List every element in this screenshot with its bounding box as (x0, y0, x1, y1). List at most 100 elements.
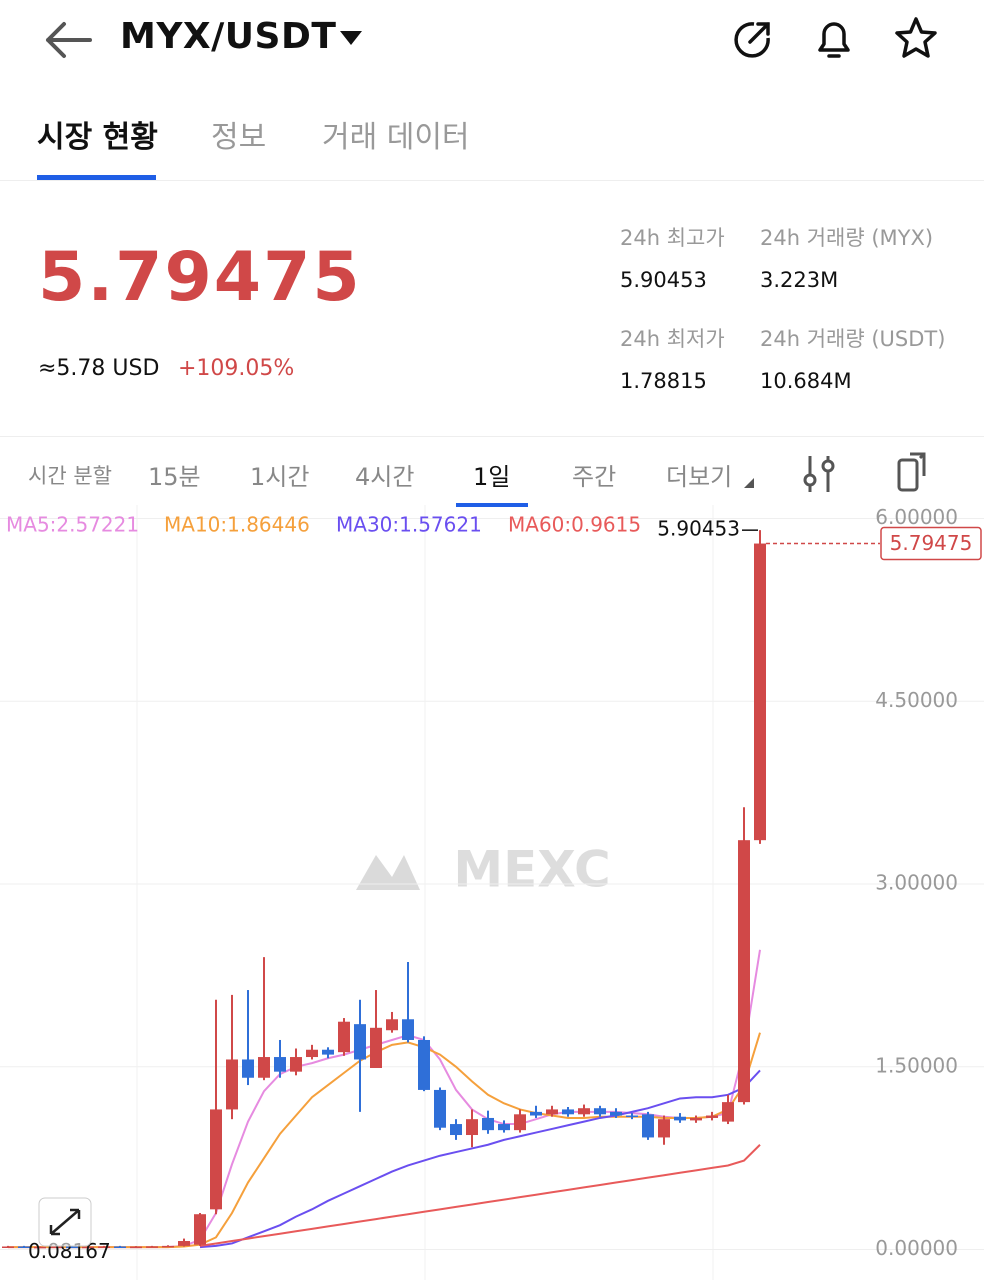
favorite-icon[interactable] (890, 14, 942, 64)
last-price-tag (880, 526, 982, 561)
candle-body (754, 543, 766, 841)
candle-body (610, 1111, 622, 1116)
candle-body (578, 1108, 590, 1115)
candle-body (626, 1115, 638, 1118)
pair-title[interactable]: MYX/USDT (120, 16, 337, 57)
candle-body (322, 1049, 334, 1055)
indicator-settings-icon[interactable] (800, 452, 840, 496)
candle-body (194, 1214, 206, 1245)
pair-dropdown[interactable] (338, 28, 364, 48)
ma-line (8, 1032, 761, 1249)
candle-body (34, 1246, 46, 1249)
interval-tab[interactable]: 주간 (572, 463, 617, 491)
candle-body (258, 1057, 270, 1078)
ma-line (199, 1144, 761, 1247)
stat-label: 24h 거래량 (USDT) (760, 327, 946, 351)
candle-body (130, 1246, 142, 1249)
candle-body (354, 1024, 366, 1060)
candle-body (210, 1109, 222, 1210)
last-price: 5.79475 (38, 238, 362, 317)
candle-body (370, 1027, 382, 1069)
interval-tab[interactable]: 4시간 (355, 463, 415, 491)
high-label: 5.90453 (657, 517, 740, 541)
more-caret (744, 478, 754, 488)
candle-body (434, 1089, 446, 1128)
candle-body (226, 1059, 238, 1110)
candle-body (674, 1116, 686, 1121)
candle-body (722, 1102, 734, 1122)
interval-tab[interactable]: 1일 (473, 463, 511, 491)
ma-legend: MA5:2.57221 (6, 513, 139, 537)
candle-body (386, 1019, 398, 1031)
candle-body (338, 1021, 350, 1053)
stat-value: 3.223M (760, 268, 839, 292)
change-percent: +109.05% (178, 356, 295, 381)
watermark: MEXC (453, 841, 610, 899)
y-tick-label: 1.50000 (875, 1053, 958, 1077)
y-tick-label: 0.00000 (875, 1236, 958, 1260)
candle-body (690, 1117, 702, 1121)
ma-legend: MA30:1.57621 (336, 513, 482, 537)
candle-body (514, 1114, 526, 1131)
candle-body (50, 1246, 62, 1249)
candle-body (66, 1246, 78, 1249)
candle-body (642, 1114, 654, 1138)
candle-body (82, 1246, 94, 1249)
candle-body (162, 1245, 174, 1248)
stat-label: 24h 거래량 (MYX) (760, 226, 934, 250)
stat-label: 24h 최저가 (620, 327, 725, 351)
candle-body (562, 1109, 574, 1115)
back-button[interactable] (40, 18, 96, 62)
tab-indicator (37, 175, 156, 180)
candle-body (738, 840, 750, 1103)
y-tick-label: 6.00000 (875, 505, 958, 529)
candle-body (2, 1246, 14, 1248)
stat-value: 1.78815 (620, 369, 707, 393)
candle-body (482, 1117, 494, 1131)
stat-label: 24h 최고가 (620, 226, 725, 250)
stat-value: 10.684M (760, 369, 852, 393)
candle-body (418, 1039, 430, 1090)
share-icon[interactable] (728, 16, 776, 64)
interval-tab[interactable]: 15분 (148, 463, 201, 491)
candle-body (530, 1111, 542, 1116)
candle-body (114, 1246, 126, 1248)
y-tick-label: 4.50000 (875, 688, 958, 712)
expand-button[interactable] (38, 1197, 92, 1247)
stat-value: 5.90453 (620, 268, 707, 292)
y-tick-label: 3.00000 (875, 871, 958, 895)
watermark-logo (356, 855, 420, 890)
candle-body (546, 1109, 558, 1115)
candle-body (242, 1059, 254, 1078)
alert-icon[interactable] (810, 14, 858, 62)
candle-body (146, 1246, 158, 1248)
candle-body (18, 1246, 30, 1248)
tab[interactable]: 정보 (211, 120, 267, 155)
candle-body (498, 1124, 510, 1131)
candle-body (450, 1124, 462, 1136)
ma-legend: MA60:0.9615 (508, 513, 641, 537)
tab[interactable]: 거래 데이터 (322, 120, 470, 155)
candle-body (658, 1119, 670, 1138)
ma-line (199, 1069, 761, 1249)
candle-body (178, 1241, 190, 1246)
candle-body (466, 1119, 478, 1136)
candle-body (274, 1057, 286, 1072)
interval-tab[interactable]: 1시간 (250, 463, 310, 491)
candle-body (594, 1108, 606, 1115)
tab[interactable]: 시장 현황 (37, 120, 158, 155)
interval-tab[interactable]: 더보기 (666, 463, 733, 491)
candle-body (402, 1019, 414, 1040)
usd-price: ≈5.78 USD (38, 356, 160, 381)
rotate-icon[interactable] (894, 450, 934, 496)
ma-legend: MA10:1.86446 (164, 513, 310, 537)
interval-tab[interactable]: 시간 분할 (28, 464, 112, 488)
candlestick-chart: MEXC 0.00000 1.50000 3.00000 4.50000 6.00000… (0, 505, 984, 1280)
candle-body (706, 1115, 718, 1118)
interval-indicator (456, 503, 528, 507)
candle-body (98, 1246, 110, 1248)
divider (0, 436, 984, 437)
last-price-label: 5.79475 (890, 531, 973, 555)
candle-body (290, 1057, 302, 1072)
